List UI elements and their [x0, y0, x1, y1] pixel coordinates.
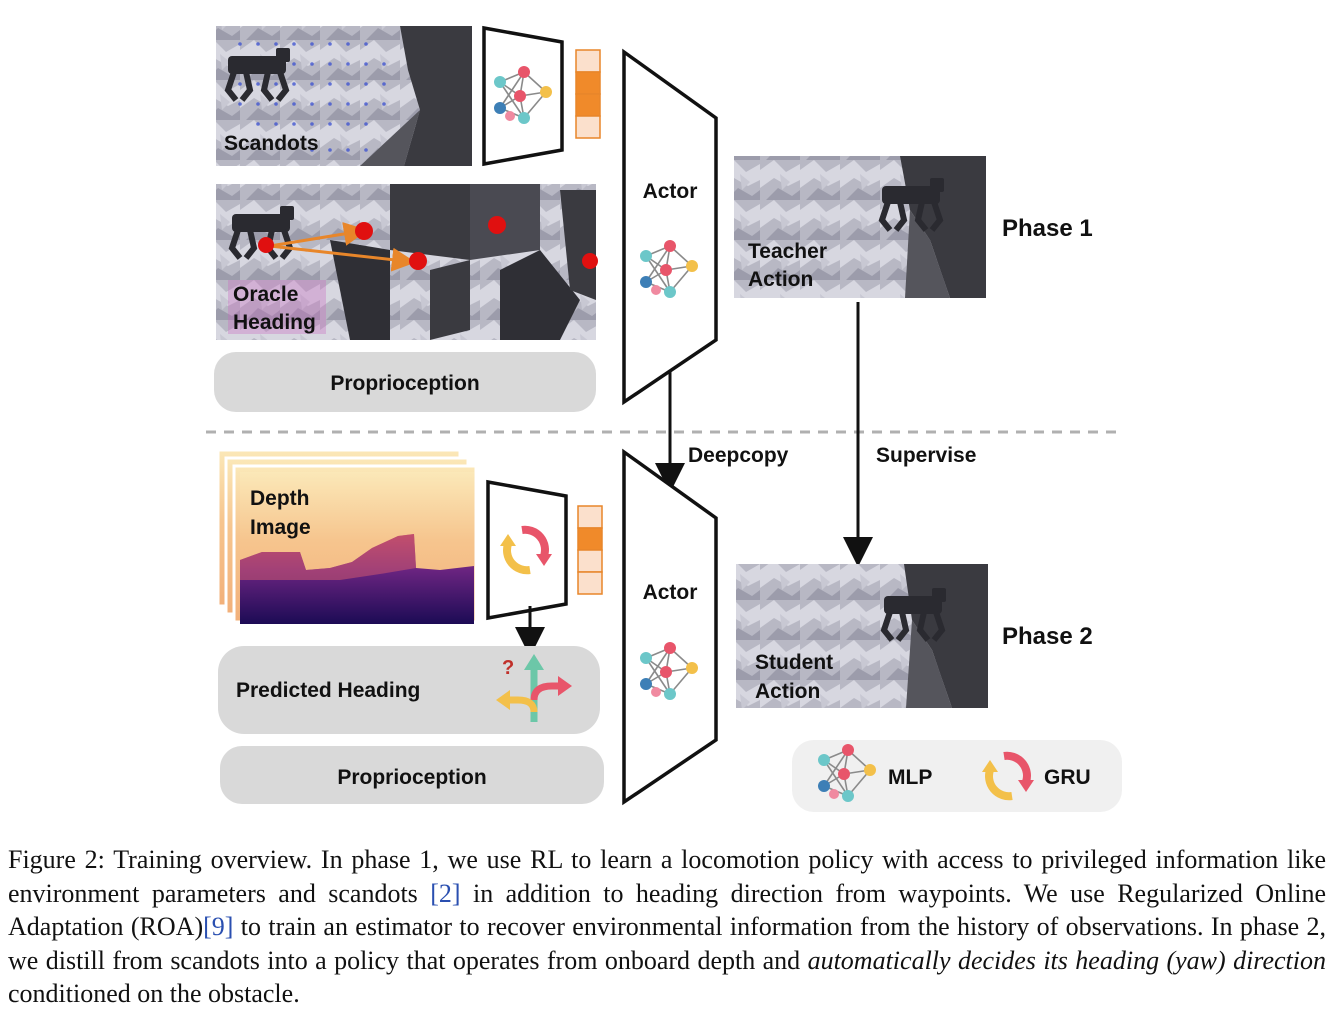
deepcopy-label: Deepcopy	[688, 444, 789, 467]
depth-label-line2: Image	[250, 516, 311, 539]
proprioception-label-top: Proprioception	[330, 372, 479, 395]
teacher-label-line1: Teacher	[748, 240, 827, 263]
depth-encoder	[486, 479, 568, 621]
legend-mlp-label: MLP	[888, 766, 932, 789]
proprioception-pill-bottom: Proprioception	[220, 746, 604, 804]
student-action-panel: Student Action	[736, 564, 988, 708]
actor-label-bottom: Actor	[643, 581, 698, 604]
scandots-encoder	[482, 25, 564, 167]
phase1-label: Phase 1	[1002, 215, 1093, 242]
actor-label-top: Actor	[643, 180, 698, 203]
actor-bottom: Actor	[622, 448, 718, 806]
student-label-line2: Action	[755, 680, 820, 703]
caption-italic: automatically decides its heading (yaw) …	[807, 945, 1326, 975]
proprioception-pill-top: Proprioception	[214, 352, 596, 412]
oracle-heading-label-line2: Heading	[233, 311, 316, 334]
oracle-heading-label-line1: Oracle	[233, 283, 298, 306]
teacher-action-panel: Teacher Action	[734, 156, 986, 298]
heading-question-mark: ?	[502, 657, 514, 679]
caption-part1: Training overview. In phase 1, we use RL…	[8, 845, 1327, 908]
heading-arrows-icon: ?	[496, 654, 572, 722]
scandots-label: Scandots	[224, 132, 319, 155]
legend: MLP GRU	[792, 740, 1122, 812]
oracle-heading-panel: Oracle Heading	[216, 184, 598, 340]
depth-label-line1: Depth	[250, 487, 310, 510]
citation-link-9[interactable]: [9]	[203, 912, 234, 941]
phase2-label: Phase 2	[1002, 623, 1093, 650]
citation-link-2[interactable]: [2]	[430, 878, 461, 908]
proprioception-label-bottom: Proprioception	[337, 766, 486, 789]
caption-prefix: Figure 2:	[8, 845, 105, 874]
caption-part4: conditioned on the obstacle.	[8, 979, 300, 1008]
figure-caption: Figure 2: Training overview. In phase 1,…	[8, 843, 1326, 1011]
predicted-heading-label: Predicted Heading	[236, 679, 420, 702]
teacher-label-line2: Action	[748, 268, 813, 291]
training-overview-figure: Scandots Oracle Heading Propriocep	[206, 25, 1122, 812]
predicted-heading-pill: Predicted Heading ?	[218, 646, 600, 734]
caption-part2: in addition to heading direction from wa…	[8, 878, 1327, 942]
latent-vector-top	[575, 49, 601, 139]
legend-gru-label: GRU	[1044, 766, 1091, 789]
depth-image-stack: Depth Image	[216, 448, 478, 624]
scandots-panel: Scandots	[216, 26, 472, 166]
caption-part3: to train an estimator to recover environ…	[8, 912, 1326, 975]
supervise-label: Supervise	[876, 444, 976, 467]
student-label-line1: Student	[755, 651, 833, 674]
latent-vector-bottom	[577, 505, 603, 595]
actor-top: Actor	[622, 48, 718, 406]
